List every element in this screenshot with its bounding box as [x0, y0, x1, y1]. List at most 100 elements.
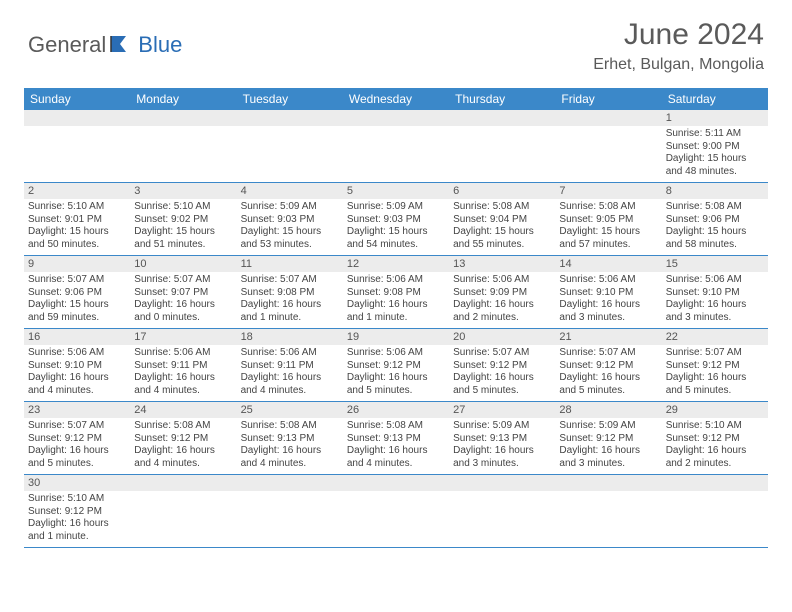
daylight-text: Daylight: 16 hours and 4 minutes. [347, 445, 445, 470]
calendar-day-cell: 13Sunrise: 5:06 AMSunset: 9:09 PMDayligh… [449, 256, 555, 329]
sunrise-text: Sunrise: 5:07 AM [559, 347, 657, 360]
sunrise-text: Sunrise: 5:06 AM [28, 347, 126, 360]
weekday-header: Monday [130, 88, 236, 110]
day-number: 30 [24, 475, 130, 491]
day-number-empty [343, 475, 449, 491]
daylight-text: Daylight: 16 hours and 2 minutes. [453, 299, 551, 324]
calendar-day-cell: 11Sunrise: 5:07 AMSunset: 9:08 PMDayligh… [237, 256, 343, 329]
daylight-text: Daylight: 16 hours and 4 minutes. [241, 372, 339, 397]
day-data: Sunrise: 5:07 AMSunset: 9:08 PMDaylight:… [237, 272, 343, 328]
sunset-text: Sunset: 9:07 PM [134, 287, 232, 300]
day-number: 22 [662, 329, 768, 345]
daylight-text: Daylight: 16 hours and 5 minutes. [28, 445, 126, 470]
calendar-week-row: 23Sunrise: 5:07 AMSunset: 9:12 PMDayligh… [24, 402, 768, 475]
daylight-text: Daylight: 16 hours and 3 minutes. [453, 445, 551, 470]
daylight-text: Daylight: 16 hours and 4 minutes. [28, 372, 126, 397]
day-data: Sunrise: 5:09 AMSunset: 9:13 PMDaylight:… [449, 418, 555, 474]
weekday-header: Friday [555, 88, 661, 110]
sunset-text: Sunset: 9:12 PM [347, 360, 445, 373]
calendar-day-cell [24, 110, 130, 183]
calendar-day-cell: 30Sunrise: 5:10 AMSunset: 9:12 PMDayligh… [24, 475, 130, 548]
day-number: 19 [343, 329, 449, 345]
sunrise-text: Sunrise: 5:10 AM [666, 420, 764, 433]
day-number: 5 [343, 183, 449, 199]
weekday-header: Wednesday [343, 88, 449, 110]
day-number: 4 [237, 183, 343, 199]
calendar-day-cell: 29Sunrise: 5:10 AMSunset: 9:12 PMDayligh… [662, 402, 768, 475]
day-number-empty [130, 475, 236, 491]
calendar-day-cell [555, 475, 661, 548]
flag-icon [110, 34, 136, 57]
calendar-day-cell: 28Sunrise: 5:09 AMSunset: 9:12 PMDayligh… [555, 402, 661, 475]
day-data: Sunrise: 5:08 AMSunset: 9:06 PMDaylight:… [662, 199, 768, 255]
calendar-day-cell: 16Sunrise: 5:06 AMSunset: 9:10 PMDayligh… [24, 329, 130, 402]
day-number-empty [662, 475, 768, 491]
day-number-empty [449, 110, 555, 126]
sunset-text: Sunset: 9:10 PM [559, 287, 657, 300]
calendar-day-cell: 18Sunrise: 5:06 AMSunset: 9:11 PMDayligh… [237, 329, 343, 402]
sunrise-text: Sunrise: 5:11 AM [666, 128, 764, 141]
day-data: Sunrise: 5:07 AMSunset: 9:12 PMDaylight:… [449, 345, 555, 401]
daylight-text: Daylight: 15 hours and 58 minutes. [666, 226, 764, 251]
day-data: Sunrise: 5:06 AMSunset: 9:10 PMDaylight:… [662, 272, 768, 328]
sunset-text: Sunset: 9:13 PM [347, 433, 445, 446]
sunset-text: Sunset: 9:05 PM [559, 214, 657, 227]
day-data: Sunrise: 5:06 AMSunset: 9:09 PMDaylight:… [449, 272, 555, 328]
day-number: 3 [130, 183, 236, 199]
daylight-text: Daylight: 16 hours and 4 minutes. [241, 445, 339, 470]
daylight-text: Daylight: 16 hours and 3 minutes. [666, 299, 764, 324]
calendar-day-cell [343, 110, 449, 183]
day-number: 12 [343, 256, 449, 272]
sunrise-text: Sunrise: 5:08 AM [666, 201, 764, 214]
sunrise-text: Sunrise: 5:07 AM [453, 347, 551, 360]
calendar-day-cell [237, 475, 343, 548]
day-number-empty [24, 110, 130, 126]
day-number: 25 [237, 402, 343, 418]
day-data: Sunrise: 5:10 AMSunset: 9:12 PMDaylight:… [662, 418, 768, 474]
day-data: Sunrise: 5:07 AMSunset: 9:12 PMDaylight:… [662, 345, 768, 401]
day-number-empty [237, 110, 343, 126]
calendar-day-cell [130, 475, 236, 548]
day-data: Sunrise: 5:10 AMSunset: 9:02 PMDaylight:… [130, 199, 236, 255]
calendar-day-cell: 10Sunrise: 5:07 AMSunset: 9:07 PMDayligh… [130, 256, 236, 329]
day-number: 18 [237, 329, 343, 345]
calendar-day-cell: 22Sunrise: 5:07 AMSunset: 9:12 PMDayligh… [662, 329, 768, 402]
weekday-header: Saturday [662, 88, 768, 110]
sunset-text: Sunset: 9:01 PM [28, 214, 126, 227]
daylight-text: Daylight: 16 hours and 3 minutes. [559, 299, 657, 324]
day-data: Sunrise: 5:08 AMSunset: 9:05 PMDaylight:… [555, 199, 661, 255]
calendar-day-cell: 3Sunrise: 5:10 AMSunset: 9:02 PMDaylight… [130, 183, 236, 256]
day-data: Sunrise: 5:07 AMSunset: 9:12 PMDaylight:… [555, 345, 661, 401]
page-title: June 2024 [593, 18, 764, 52]
day-number: 23 [24, 402, 130, 418]
sunset-text: Sunset: 9:08 PM [241, 287, 339, 300]
calendar-body: 1Sunrise: 5:11 AMSunset: 9:00 PMDaylight… [24, 110, 768, 548]
sunset-text: Sunset: 9:03 PM [347, 214, 445, 227]
calendar-day-cell [662, 475, 768, 548]
daylight-text: Daylight: 16 hours and 5 minutes. [453, 372, 551, 397]
calendar-day-cell: 25Sunrise: 5:08 AMSunset: 9:13 PMDayligh… [237, 402, 343, 475]
sunset-text: Sunset: 9:02 PM [134, 214, 232, 227]
sunrise-text: Sunrise: 5:06 AM [241, 347, 339, 360]
calendar-day-cell: 6Sunrise: 5:08 AMSunset: 9:04 PMDaylight… [449, 183, 555, 256]
sunrise-text: Sunrise: 5:06 AM [347, 347, 445, 360]
day-number: 17 [130, 329, 236, 345]
day-number: 13 [449, 256, 555, 272]
sunset-text: Sunset: 9:11 PM [134, 360, 232, 373]
calendar-day-cell: 4Sunrise: 5:09 AMSunset: 9:03 PMDaylight… [237, 183, 343, 256]
sunset-text: Sunset: 9:12 PM [666, 433, 764, 446]
sunset-text: Sunset: 9:12 PM [134, 433, 232, 446]
day-data: Sunrise: 5:07 AMSunset: 9:06 PMDaylight:… [24, 272, 130, 328]
sunrise-text: Sunrise: 5:09 AM [453, 420, 551, 433]
day-number: 20 [449, 329, 555, 345]
sunrise-text: Sunrise: 5:07 AM [134, 274, 232, 287]
sunrise-text: Sunrise: 5:08 AM [241, 420, 339, 433]
daylight-text: Daylight: 16 hours and 4 minutes. [134, 372, 232, 397]
sunrise-text: Sunrise: 5:10 AM [28, 493, 126, 506]
header: General Blue June 2024 Erhet, Bulgan, Mo… [0, 0, 792, 82]
daylight-text: Daylight: 16 hours and 0 minutes. [134, 299, 232, 324]
day-data: Sunrise: 5:06 AMSunset: 9:11 PMDaylight:… [130, 345, 236, 401]
calendar-day-cell: 15Sunrise: 5:06 AMSunset: 9:10 PMDayligh… [662, 256, 768, 329]
day-data: Sunrise: 5:10 AMSunset: 9:01 PMDaylight:… [24, 199, 130, 255]
calendar-day-cell [449, 475, 555, 548]
